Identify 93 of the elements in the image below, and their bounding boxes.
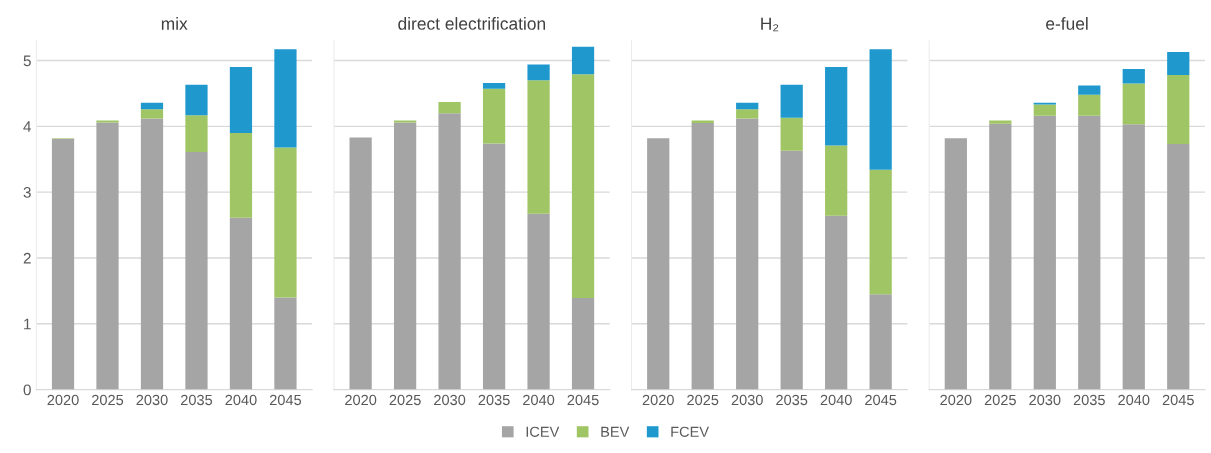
bar (869, 294, 892, 390)
bar (527, 80, 550, 214)
bar (1167, 74, 1190, 145)
bar (944, 138, 967, 390)
bar (736, 109, 759, 119)
bar (989, 120, 1012, 124)
x-tick-label: 2030 (731, 394, 763, 406)
x-tick-label: 2020 (940, 394, 972, 406)
bar (780, 150, 803, 390)
bar (482, 143, 506, 390)
x-tick-label: 2025 (389, 394, 421, 406)
bar (647, 138, 670, 390)
x-tick-label: 2045 (1162, 394, 1194, 406)
bar (571, 298, 595, 390)
bar (825, 67, 848, 146)
bar (349, 137, 372, 390)
x-tick-label: 2030 (136, 394, 168, 406)
bar (229, 132, 253, 218)
chart-title: mix (161, 17, 188, 30)
y-tick-label: 4 (23, 121, 32, 132)
bar (736, 118, 759, 390)
bar (869, 49, 892, 170)
legend-label: FCEV (671, 426, 709, 437)
y-tick-label: 2 (23, 252, 31, 264)
y-tick-label: 1 (24, 318, 31, 330)
x-tick-label: 2035 (478, 394, 510, 406)
x-tick-label: 2030 (434, 394, 466, 406)
y-tick-label: 0 (23, 384, 31, 396)
x-tick-label: 2035 (180, 394, 213, 406)
legend-label: BEV (601, 426, 630, 437)
bar (438, 101, 461, 114)
bar (780, 84, 803, 118)
x-tick-label: 2040 (225, 394, 257, 406)
bar (1122, 124, 1145, 390)
bar (274, 49, 297, 148)
bar (438, 113, 461, 390)
bar (736, 102, 759, 110)
bar (571, 46, 595, 75)
bar (185, 151, 208, 390)
bar (185, 84, 208, 116)
bar (482, 82, 506, 89)
bar (1078, 94, 1101, 116)
bar (825, 145, 848, 216)
x-tick-label: 2025 (92, 394, 124, 406)
chart-title: e-fuel (1046, 17, 1088, 30)
x-tick-label: 2045 (567, 394, 599, 406)
bar (1167, 144, 1190, 390)
x-tick-label: 2025 (687, 394, 719, 406)
bar (1078, 115, 1101, 390)
bar (1033, 104, 1056, 116)
bar (229, 67, 253, 133)
x-tick-label: 2035 (1073, 394, 1105, 406)
x-tick-label: 2035 (776, 394, 808, 406)
bar (482, 88, 506, 144)
bar (140, 102, 164, 110)
bar (527, 213, 550, 390)
bar (825, 215, 848, 390)
bar (1033, 115, 1056, 390)
bar (571, 74, 595, 299)
x-tick-label: 2040 (1118, 394, 1150, 406)
bar (691, 120, 714, 124)
y-tick-label: 3 (23, 187, 31, 198)
bar (1122, 83, 1145, 125)
bar (96, 122, 119, 390)
y-tick-label: 5 (23, 55, 31, 67)
bar (1122, 69, 1145, 84)
chart-title: H₂ (761, 17, 779, 32)
bar (691, 123, 714, 390)
x-tick-label: 2040 (820, 394, 852, 406)
chart-title: direct electrification (398, 17, 546, 30)
bar (229, 217, 253, 390)
x-tick-label: 2020 (642, 394, 674, 406)
x-tick-label: 2040 (523, 394, 555, 406)
bar (989, 123, 1012, 390)
x-tick-label: 2020 (47, 394, 79, 406)
legend-label: ICEV (526, 426, 560, 437)
bar (869, 169, 892, 295)
bar (393, 122, 417, 390)
bar (527, 64, 550, 81)
bar (140, 109, 164, 119)
x-tick-label: 2020 (345, 394, 377, 406)
bar (274, 147, 297, 298)
x-tick-label: 2030 (1029, 394, 1061, 406)
bar (780, 117, 803, 151)
bar (1078, 85, 1101, 95)
bar (51, 138, 75, 390)
bar (140, 118, 164, 390)
x-tick-label: 2045 (269, 394, 302, 406)
x-tick-label: 2045 (865, 394, 897, 406)
x-tick-label: 2025 (984, 394, 1016, 406)
bar (185, 115, 208, 152)
bar (1167, 51, 1190, 75)
bar (274, 297, 297, 390)
